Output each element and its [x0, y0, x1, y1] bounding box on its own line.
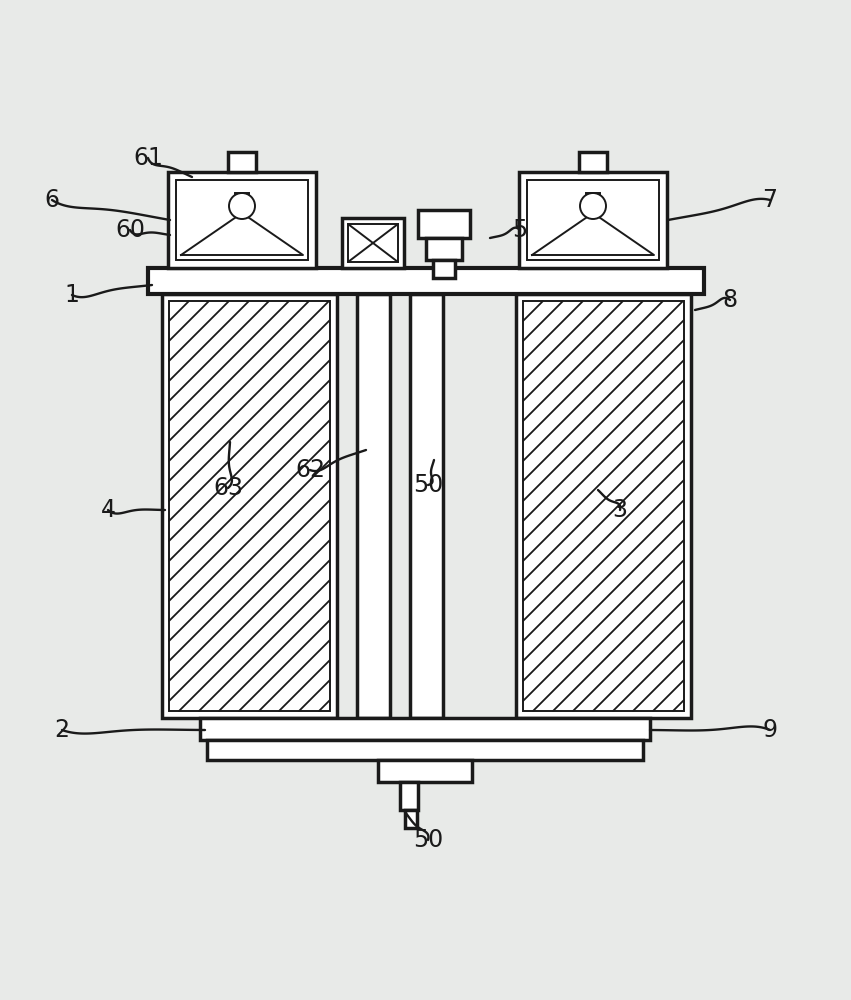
Text: 2: 2 — [54, 718, 70, 742]
Bar — [162, 294, 337, 718]
Bar — [169, 301, 330, 711]
Bar — [405, 810, 417, 828]
Text: 9: 9 — [762, 718, 778, 742]
Text: 4: 4 — [100, 498, 116, 522]
Text: 6: 6 — [44, 188, 60, 212]
Circle shape — [229, 193, 255, 219]
Bar — [357, 294, 390, 718]
Bar — [516, 294, 691, 718]
Bar — [148, 268, 704, 294]
Bar — [342, 218, 404, 268]
Bar — [584, 205, 602, 213]
Bar — [235, 193, 249, 213]
Bar — [418, 210, 470, 238]
Bar — [579, 152, 607, 172]
Text: 3: 3 — [613, 498, 627, 522]
Bar — [519, 172, 667, 268]
Bar — [523, 301, 684, 711]
Text: 5: 5 — [512, 218, 528, 242]
Bar — [527, 180, 659, 260]
Text: 62: 62 — [295, 458, 325, 482]
Text: 61: 61 — [133, 146, 163, 170]
Bar — [348, 224, 398, 262]
Bar — [426, 238, 462, 260]
Bar — [586, 193, 600, 213]
Bar — [378, 760, 472, 782]
Text: 50: 50 — [413, 828, 443, 852]
Bar — [400, 782, 418, 810]
Text: 1: 1 — [65, 283, 79, 307]
Polygon shape — [181, 213, 303, 255]
Bar — [168, 172, 316, 268]
Bar — [200, 718, 650, 740]
Text: 63: 63 — [213, 476, 243, 500]
Text: 60: 60 — [115, 218, 145, 242]
Bar — [233, 205, 251, 213]
Text: 8: 8 — [722, 288, 738, 312]
Text: 7: 7 — [762, 188, 778, 212]
Circle shape — [580, 193, 606, 219]
Text: 50: 50 — [413, 473, 443, 497]
Bar — [228, 152, 256, 172]
Bar — [207, 740, 643, 760]
Bar — [410, 294, 443, 718]
Polygon shape — [532, 213, 654, 255]
Bar — [176, 180, 308, 260]
Bar — [433, 260, 455, 278]
